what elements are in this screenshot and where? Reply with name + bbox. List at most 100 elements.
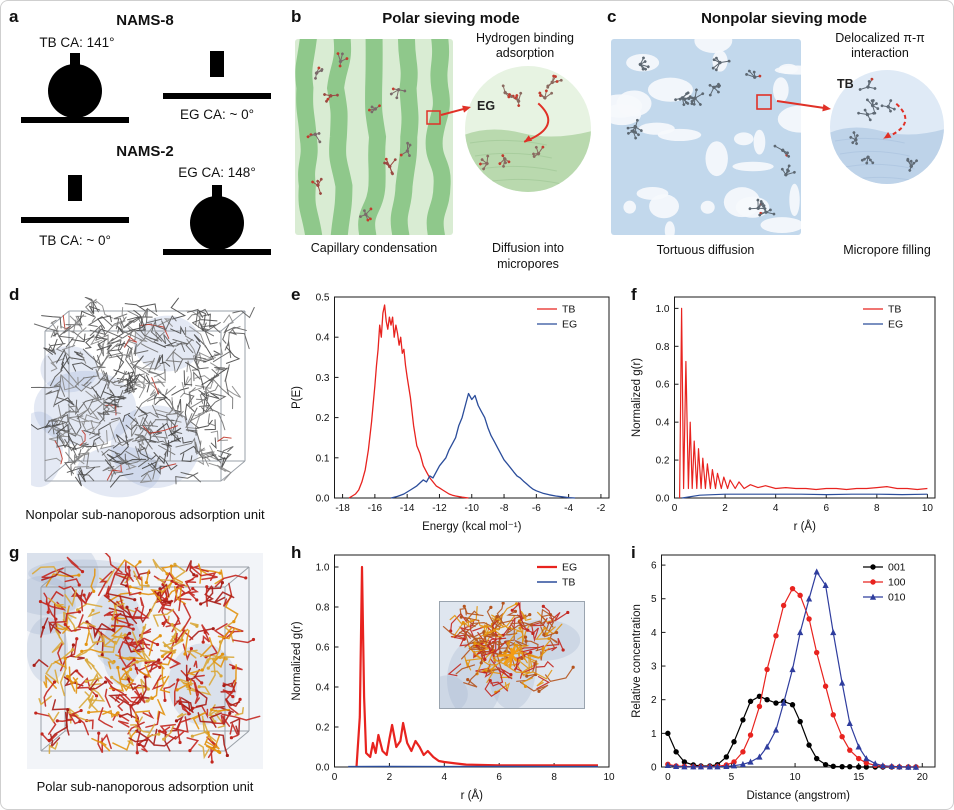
panel-h-inset-image <box>426 601 585 720</box>
panel-g: g Polar sub-nanoporous adsorption unit <box>1 533 283 805</box>
svg-text:0.8: 0.8 <box>316 603 330 614</box>
nams8-title: NAMS-8 <box>116 12 174 29</box>
panel-a: a NAMS-8 TB CA: 141° EG CA: ~ 0° NAMS-2 … <box>7 7 283 275</box>
svg-text:-10: -10 <box>465 503 480 514</box>
svg-text:TB: TB <box>562 304 575 316</box>
svg-text:8: 8 <box>551 772 557 783</box>
svg-text:-12: -12 <box>432 503 447 514</box>
chart-f-gr-nonpolar: 0 2 4 6 8 10 0.0 0.2 0.4 0.6 0.8 1.0 r (Å) Normalized… <box>629 281 949 536</box>
panel-g-caption: Polar sub-nanoporous adsorption unit <box>36 779 254 794</box>
nams2-eg-droplet-image <box>163 185 271 255</box>
svg-text:-18: -18 <box>335 503 350 514</box>
svg-text:EG: EG <box>562 562 577 574</box>
panel-f: f 0 2 4 6 8 10 0.0 0.2 0.4 0.6 0.8 1.0 r (Å) Normaliz… <box>629 281 949 536</box>
svg-text:0.6: 0.6 <box>656 380 670 391</box>
svg-text:0.3: 0.3 <box>316 373 330 384</box>
svg-text:2: 2 <box>722 503 728 514</box>
svg-text:6: 6 <box>651 561 657 572</box>
panel-label-e: e <box>291 285 301 304</box>
svg-text:4: 4 <box>773 503 779 514</box>
eg-molecule-label: EG <box>477 99 496 113</box>
svg-text:Distance (angstrom): Distance (angstrom) <box>746 790 850 802</box>
tb-molecule-label: TB <box>837 77 854 91</box>
panel-c-inset-title: Delocalized π-π interaction <box>835 31 925 60</box>
svg-text:001: 001 <box>888 562 906 574</box>
svg-text:0: 0 <box>665 772 671 783</box>
svg-text:r (Å): r (Å) <box>461 789 484 802</box>
svg-text:0.2: 0.2 <box>316 413 330 424</box>
svg-text:0.0: 0.0 <box>316 494 330 505</box>
svg-text:1.0: 1.0 <box>656 304 670 315</box>
polar-membrane-illustration <box>295 24 453 244</box>
panel-label-a: a <box>9 7 19 26</box>
svg-text:TB: TB <box>562 577 575 589</box>
panel-d-caption: Nonpolar sub-nanoporous adsorption unit <box>25 507 265 522</box>
nams8-eg-ca-label: EG CA: ~ 0° <box>179 107 255 122</box>
chart-i-concentration-profiles: 0 5 10 15 20 0 1 2 3 4 5 6 Distance (angstrom) Relati… <box>629 539 949 805</box>
svg-text:0.6: 0.6 <box>316 643 330 654</box>
svg-text:0.2: 0.2 <box>316 723 330 734</box>
nonpolar-membrane-illustration <box>598 28 824 240</box>
svg-text:5: 5 <box>651 594 657 605</box>
panel-label-h: h <box>291 543 302 562</box>
svg-text:8: 8 <box>874 503 880 514</box>
svg-text:10: 10 <box>790 772 802 783</box>
svg-text:-2: -2 <box>596 503 605 514</box>
chart-e-energy-distribution: -18 -16 -14 -12 -10 -8 -6 -4 -2 0.0 0.1 0.2 0.3 0.4 0.… <box>289 281 623 536</box>
svg-text:Relative concentration: Relative concentration <box>631 604 643 718</box>
nams2-tb-ca-label: TB CA: ~ 0° <box>39 233 111 248</box>
svg-text:0: 0 <box>672 503 678 514</box>
svg-text:P(E): P(E) <box>291 386 303 409</box>
panel-c: c Nonpolar sieving mode Delocalized π-π … <box>598 7 949 275</box>
svg-text:r (Å): r (Å) <box>794 520 817 533</box>
panel-b-caption-left: Capillary condensation <box>310 241 438 255</box>
hydrogen-binding-inset-illustration <box>464 65 592 193</box>
svg-text:EG: EG <box>562 319 577 331</box>
svg-text:TB: TB <box>888 304 901 316</box>
svg-text:0.4: 0.4 <box>316 333 330 344</box>
svg-text:0.4: 0.4 <box>656 418 670 429</box>
svg-text:0: 0 <box>332 772 338 783</box>
svg-text:6: 6 <box>496 772 502 783</box>
panel-i: i 0 5 10 15 20 0 1 2 3 4 5 6 Distance (angstrom) Rela… <box>629 539 949 805</box>
panel-label-d: d <box>9 285 20 304</box>
nams2-tb-film-image <box>21 175 129 223</box>
panel-b-inset-title: Hydrogen binding adsorption <box>476 31 574 60</box>
svg-text:Energy (kcal mol⁻¹): Energy (kcal mol⁻¹) <box>422 521 522 533</box>
panel-e: e -18 -16 -14 -12 -10 -8 -6 -4 -2 0.0 0.1 0.2 0.3 0.4… <box>289 281 623 536</box>
svg-text:5: 5 <box>729 772 735 783</box>
svg-text:15: 15 <box>853 772 865 783</box>
svg-text:10: 10 <box>603 772 615 783</box>
svg-text:4: 4 <box>651 628 657 639</box>
nams8-eg-film-image <box>163 51 271 99</box>
svg-text:Normalized g(r): Normalized g(r) <box>291 621 303 700</box>
panel-b-title: Polar sieving mode <box>382 10 520 27</box>
svg-text:010: 010 <box>888 592 906 604</box>
svg-text:100: 100 <box>888 577 906 589</box>
panel-c-caption-left: Tortuous diffusion <box>656 243 755 257</box>
svg-text:0.5: 0.5 <box>316 293 330 304</box>
svg-text:0.2: 0.2 <box>656 456 670 467</box>
panel-b: b Polar sieving mode Hydrogen binding ad… <box>289 7 599 275</box>
polar-adsorption-unit-image <box>1 533 263 769</box>
svg-text:0.8: 0.8 <box>656 342 670 353</box>
svg-text:0.4: 0.4 <box>316 683 330 694</box>
svg-text:-4: -4 <box>564 503 573 514</box>
svg-text:4: 4 <box>442 772 448 783</box>
panel-label-i: i <box>631 543 636 562</box>
panel-b-caption-right: Diffusion into micropores <box>491 241 565 271</box>
svg-text:Normalized g(r): Normalized g(r) <box>631 358 643 437</box>
panel-label-g: g <box>9 543 20 562</box>
nonpolar-adsorption-unit-image <box>14 296 259 499</box>
svg-text:0.0: 0.0 <box>316 763 330 774</box>
panel-c-caption-right: Micropore filling <box>843 243 931 257</box>
panel-label-f: f <box>631 285 637 304</box>
panel-d: d Nonpolar sub-nanoporous adsorption uni… <box>7 281 283 536</box>
panel-label-b: b <box>291 7 302 26</box>
svg-text:-6: -6 <box>532 503 541 514</box>
svg-text:20: 20 <box>917 772 929 783</box>
svg-text:2: 2 <box>387 772 393 783</box>
svg-text:1.0: 1.0 <box>316 563 330 574</box>
panel-h: h 0 2 4 6 8 10 0.0 0.2 0.4 0.6 0.8 1.0 r (Å) Normaliz… <box>289 539 623 805</box>
